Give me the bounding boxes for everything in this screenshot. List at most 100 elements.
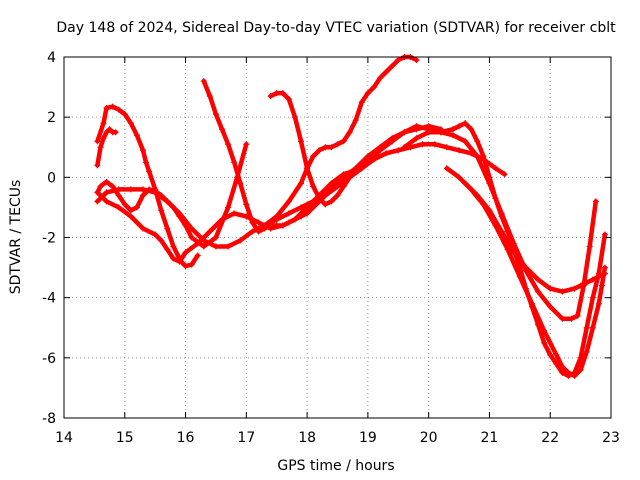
data-point — [291, 216, 298, 223]
data-point — [504, 228, 511, 235]
data-point — [328, 144, 335, 151]
data-point — [364, 153, 371, 160]
data-point — [298, 213, 305, 220]
data-point — [571, 369, 578, 376]
data-point — [358, 99, 365, 106]
data-point — [164, 246, 171, 253]
data-point — [304, 210, 311, 217]
data-point — [143, 159, 150, 166]
data-point — [103, 189, 110, 196]
data-point — [595, 300, 602, 307]
data-point — [480, 153, 487, 160]
data-point — [589, 294, 596, 301]
data-point — [462, 120, 469, 127]
data-point — [419, 141, 426, 148]
data-point — [486, 174, 493, 181]
x-tick-label: 16 — [177, 430, 195, 446]
data-point — [577, 282, 584, 289]
data-point — [598, 282, 605, 289]
y-tick-label: -8 — [42, 411, 56, 427]
grid — [64, 57, 611, 418]
data-point — [352, 117, 359, 124]
data-point — [103, 178, 110, 185]
data-point — [243, 141, 250, 148]
data-point — [383, 69, 390, 76]
data-point — [456, 174, 463, 181]
data-point — [94, 162, 101, 169]
data-point — [401, 129, 408, 136]
data-point — [328, 198, 335, 205]
data-point — [140, 186, 147, 193]
data-point — [182, 249, 189, 256]
data-point — [443, 144, 450, 151]
data-point — [140, 225, 147, 232]
data-point — [170, 204, 177, 211]
data-point — [200, 237, 207, 244]
data-point — [310, 198, 317, 205]
data-point — [273, 90, 280, 97]
data-point — [212, 111, 219, 118]
data-point — [133, 204, 140, 211]
data-point — [310, 153, 317, 160]
data-point — [413, 123, 420, 130]
data-point — [146, 168, 153, 175]
data-point — [498, 213, 505, 220]
x-tick-label: 22 — [541, 430, 559, 446]
data-point — [431, 141, 438, 148]
data-point — [158, 207, 165, 214]
data-point — [559, 369, 566, 376]
data-point — [170, 243, 177, 250]
y-tick-label: -6 — [42, 351, 56, 367]
data-point — [413, 57, 420, 64]
data-point — [370, 84, 377, 91]
data-point — [212, 234, 219, 241]
x-tick-label: 17 — [237, 430, 255, 446]
data-point — [115, 204, 122, 211]
data-point — [115, 106, 122, 113]
data-point — [237, 237, 244, 244]
data-point — [553, 351, 560, 358]
data-point — [285, 219, 292, 226]
data-point — [279, 222, 286, 229]
data-point — [389, 63, 396, 70]
data-point — [498, 228, 505, 235]
data-point — [583, 279, 590, 286]
data-point — [127, 213, 134, 220]
data-point — [176, 258, 183, 265]
data-point — [127, 207, 134, 214]
data-point — [133, 132, 140, 139]
data-point — [492, 165, 499, 172]
data-point — [298, 138, 305, 145]
data-point — [106, 126, 113, 133]
data-point — [322, 201, 329, 208]
data-point — [225, 243, 232, 250]
data-point — [188, 234, 195, 241]
data-point — [547, 303, 554, 310]
data-point — [237, 180, 244, 187]
data-point — [462, 180, 469, 187]
data-point — [462, 138, 469, 145]
data-point — [158, 237, 165, 244]
data-point — [182, 263, 189, 270]
data-point — [212, 243, 219, 250]
data-point — [449, 132, 456, 139]
y-tick-label: 4 — [47, 50, 56, 66]
data-point — [589, 324, 596, 331]
data-point — [389, 138, 396, 145]
data-point — [100, 120, 107, 127]
y-tick-label: -2 — [42, 231, 56, 247]
data-point — [140, 192, 147, 199]
data-point — [601, 264, 608, 271]
data-point — [377, 147, 384, 154]
data-point — [377, 75, 384, 82]
data-point — [364, 159, 371, 166]
data-point — [352, 168, 359, 175]
y-tick-label: -4 — [42, 291, 56, 307]
data-point — [188, 261, 195, 268]
data-point — [225, 141, 232, 148]
data-point — [601, 231, 608, 238]
data-point — [492, 195, 499, 202]
data-point — [565, 372, 572, 379]
